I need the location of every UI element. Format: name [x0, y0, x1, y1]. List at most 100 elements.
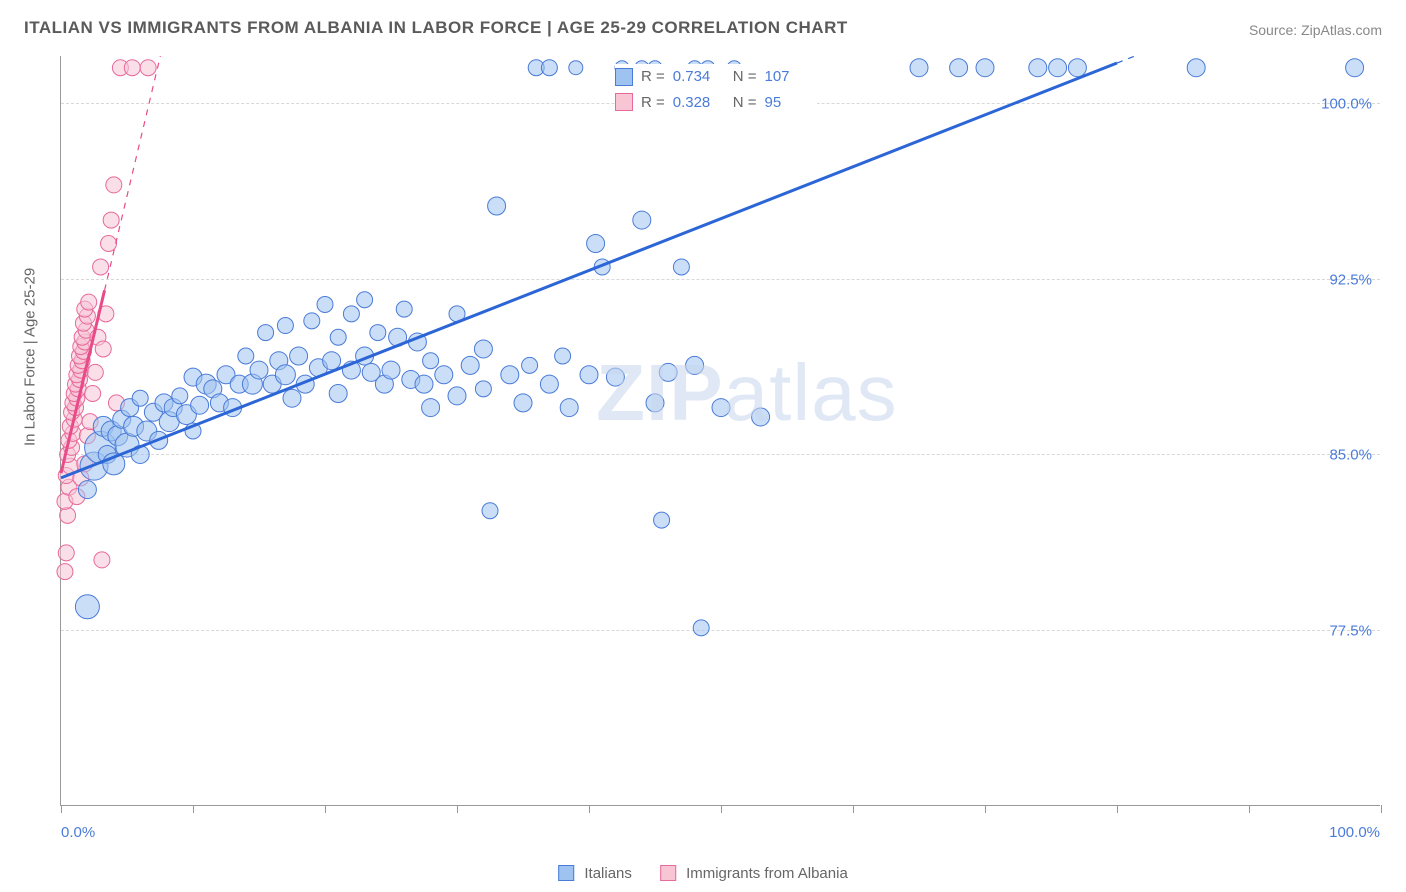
data-point: [95, 341, 111, 357]
data-point: [75, 595, 99, 619]
data-point: [124, 60, 140, 76]
series-legend: Italians Immigrants from Albania: [558, 865, 848, 882]
data-point: [580, 366, 598, 384]
data-point: [415, 375, 433, 393]
data-point: [357, 292, 373, 308]
data-point: [448, 387, 466, 405]
data-point: [191, 396, 209, 414]
x-tick: [61, 805, 62, 813]
data-point: [673, 259, 689, 275]
data-point: [654, 512, 670, 528]
data-point: [396, 301, 412, 317]
x-tick: [1381, 805, 1382, 813]
data-point: [106, 177, 122, 193]
swatch-albania: [615, 93, 633, 111]
x-tick: [1249, 805, 1250, 813]
data-point: [976, 59, 994, 77]
data-point: [482, 503, 498, 519]
legend-item-albania: Immigrants from Albania: [660, 865, 848, 882]
r-label: R =: [641, 64, 665, 90]
data-point: [693, 620, 709, 636]
x-tick: [589, 805, 590, 813]
data-point: [1346, 59, 1364, 77]
data-point: [712, 399, 730, 417]
legend-item-italians: Italians: [558, 865, 632, 882]
data-point: [752, 408, 770, 426]
data-point: [555, 348, 571, 364]
data-point: [606, 368, 624, 386]
legend-label-italians: Italians: [584, 865, 632, 882]
data-point: [522, 357, 538, 373]
data-point: [78, 481, 96, 499]
data-point: [910, 59, 928, 77]
data-point: [85, 386, 101, 402]
chart-title: ITALIAN VS IMMIGRANTS FROM ALBANIA IN LA…: [24, 18, 848, 38]
data-point: [330, 329, 346, 345]
data-point: [587, 235, 605, 253]
scatter-svg: [61, 56, 1381, 806]
data-point: [646, 394, 664, 412]
x-tick: [325, 805, 326, 813]
legend-swatch-italians: [558, 865, 574, 881]
legend-swatch-albania: [660, 865, 676, 881]
x-axis-max-label: 100.0%: [1329, 824, 1380, 841]
legend-label-albania: Immigrants from Albania: [686, 865, 848, 882]
n-value-italians: 107: [765, 64, 817, 90]
data-point: [57, 564, 73, 580]
data-point: [435, 366, 453, 384]
source-label: Source: ZipAtlas.com: [1249, 22, 1382, 38]
r-value-albania: 0.328: [673, 90, 725, 116]
r-label: R =: [641, 90, 665, 116]
data-point: [370, 325, 386, 341]
data-point: [323, 352, 341, 370]
x-tick: [853, 805, 854, 813]
n-label: N =: [733, 90, 757, 116]
data-point: [283, 389, 301, 407]
data-point: [422, 399, 440, 417]
x-tick: [1117, 805, 1118, 813]
data-point: [686, 356, 704, 374]
data-point: [423, 353, 439, 369]
data-point: [290, 347, 308, 365]
stats-row-albania: R = 0.328 N = 95: [615, 90, 817, 116]
x-tick: [985, 805, 986, 813]
data-point: [329, 385, 347, 403]
data-point: [60, 507, 76, 523]
data-point: [172, 388, 188, 404]
data-point: [569, 61, 583, 75]
data-point: [58, 545, 74, 561]
data-point: [633, 211, 651, 229]
data-point: [540, 375, 558, 393]
data-point: [488, 197, 506, 215]
data-point: [132, 390, 148, 406]
data-point: [81, 294, 97, 310]
data-point: [1049, 59, 1067, 77]
data-point: [1029, 59, 1047, 77]
data-point: [258, 325, 274, 341]
data-point: [277, 318, 293, 334]
swatch-italians: [615, 68, 633, 86]
data-point: [317, 296, 333, 312]
trendline-extension: [105, 56, 161, 290]
data-point: [382, 361, 400, 379]
data-point: [950, 59, 968, 77]
data-point: [87, 364, 103, 380]
data-point: [514, 394, 532, 412]
data-point: [474, 340, 492, 358]
stats-row-italians: R = 0.734 N = 107: [615, 64, 817, 90]
data-point: [541, 60, 557, 76]
data-point: [238, 348, 254, 364]
x-tick: [457, 805, 458, 813]
data-point: [304, 313, 320, 329]
x-axis-min-label: 0.0%: [61, 824, 95, 841]
data-point: [140, 60, 156, 76]
data-point: [94, 552, 110, 568]
data-point: [501, 366, 519, 384]
data-point: [1068, 59, 1086, 77]
x-tick: [721, 805, 722, 813]
trendline-extension: [1117, 56, 1135, 63]
trendline: [61, 63, 1117, 478]
n-label: N =: [733, 64, 757, 90]
data-point: [1187, 59, 1205, 77]
data-point: [659, 363, 677, 381]
